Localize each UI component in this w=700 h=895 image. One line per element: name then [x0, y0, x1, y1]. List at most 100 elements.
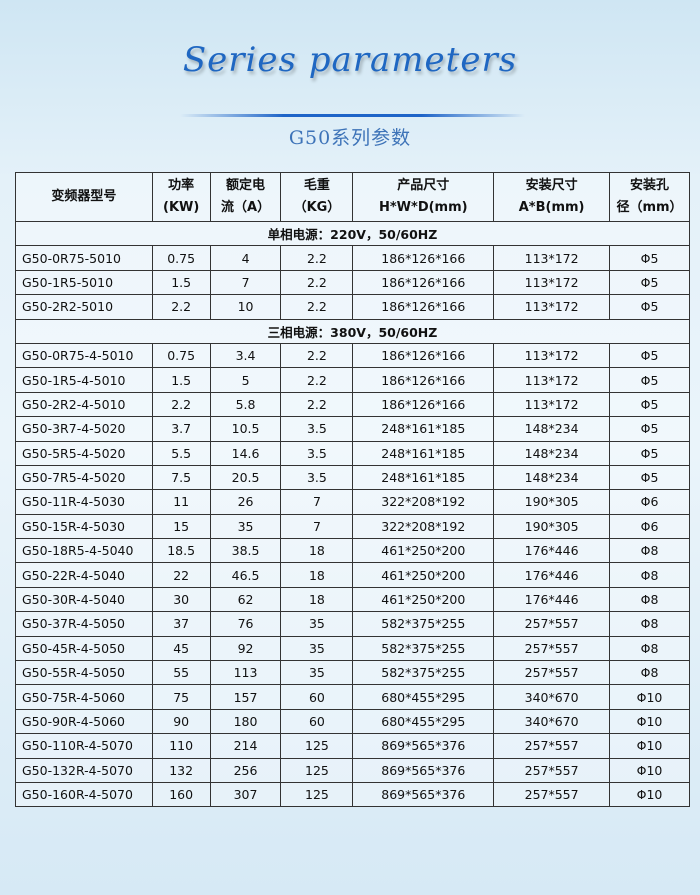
table-cell: 3.4: [209, 342, 282, 369]
section-title: 单相电源：220V，50/60HZ: [15, 220, 690, 247]
table-row: G50-5R5-4-5020 5.5 14.6 3.5 248*161*185 148*2…: [15, 440, 690, 466]
table-cell: G50-132R-4-5070: [15, 757, 153, 783]
table-cell: 35: [280, 635, 354, 662]
table-cell: 248*161*185: [352, 416, 495, 442]
table-cell: 76: [209, 611, 282, 637]
table-cell: G50-160R-4-5070: [15, 781, 153, 808]
table-cell: 2.2: [280, 245, 354, 271]
table-cell: 257*557: [493, 781, 611, 808]
column-header: 额定电 流（A）: [209, 172, 282, 222]
table-cell: 90: [151, 708, 211, 735]
table-cell: 680*455*295: [352, 684, 495, 710]
table-cell: Φ10: [609, 733, 690, 759]
table-cell: 132: [151, 757, 211, 783]
table-cell: G50-5R5-4-5020: [15, 440, 153, 466]
table-cell: 125: [280, 757, 354, 783]
table-row: G50-75R-4-5060 75 157 60 680*455*295 340*670 Φ…: [15, 684, 690, 710]
table-cell: 322*208*192: [352, 513, 495, 540]
table-cell: 3.7: [151, 416, 211, 442]
table-cell: 2.2: [151, 294, 211, 320]
table-cell: 20.5: [209, 464, 282, 491]
table-cell: G50-1R5-4-5010: [15, 367, 153, 393]
series-parameters-title: Series parameters: [182, 40, 518, 80]
table-cell: 869*565*376: [352, 757, 495, 783]
table-cell: 186*126*166: [352, 367, 495, 393]
table-header-row: 变频器型号 功率 (KW) 额定电 流（A） 毛重 （KG） 产品尺寸 H*W*D(mm) 安装尺…: [15, 172, 690, 222]
column-header: 安装孔 径（mm）: [609, 172, 690, 222]
table-cell: 157: [209, 684, 282, 710]
table-cell: 680*455*295: [352, 708, 495, 735]
table-cell: G50-15R-4-5030: [15, 513, 153, 540]
table-cell: 7: [209, 269, 282, 296]
section-title: 三相电源：380V，50/60HZ: [15, 318, 690, 344]
column-header: 功率 (KW): [151, 172, 211, 222]
table-cell: 2.2: [280, 367, 354, 393]
table-cell: 3.5: [280, 440, 354, 466]
table-cell: G50-1R5-5010: [15, 269, 153, 296]
table-row: G50-30R-4-5040 30 62 18 461*250*200 176*446 Φ8: [15, 586, 690, 613]
table-cell: 1.5: [151, 269, 211, 296]
table-cell: Φ5: [609, 440, 690, 466]
column-header-text: H*W*D(mm): [379, 200, 468, 215]
column-header: 产品尺寸 H*W*D(mm): [352, 172, 495, 222]
table-cell: 35: [280, 611, 354, 637]
table-cell: Φ6: [609, 489, 690, 515]
table-cell: 582*375*255: [352, 635, 495, 662]
table-cell: 186*126*166: [352, 294, 495, 320]
table-cell: Φ5: [609, 245, 690, 271]
table-row: G50-37R-4-5050 37 76 35 582*375*255 257*557 Φ8: [15, 611, 690, 637]
column-header-text: 安装尺寸: [525, 178, 578, 193]
table-cell: 190*305: [493, 489, 611, 515]
table-cell: 38.5: [209, 538, 282, 564]
table-cell: Φ10: [609, 781, 690, 808]
column-header-text: (KW): [163, 200, 200, 215]
table-row: G50-0R75-5010 0.75 4 2.2 186*126*166 113*172 Φ…: [15, 245, 690, 271]
table-cell: 110: [151, 733, 211, 759]
table-cell: Φ8: [609, 586, 690, 613]
table-cell: G50-2R2-5010: [15, 294, 153, 320]
table-cell: Φ8: [609, 538, 690, 564]
table-cell: 18: [280, 586, 354, 613]
section-row: 单相电源：220V，50/60HZ: [15, 220, 690, 247]
table-cell: Φ8: [609, 635, 690, 662]
table-cell: 2.2: [280, 391, 354, 418]
table-cell: Φ8: [609, 562, 690, 588]
title-divider: [180, 114, 525, 117]
column-header-text: 功率: [168, 178, 195, 193]
table-cell: Φ8: [609, 660, 690, 686]
column-header-text: 毛重: [303, 178, 330, 193]
column-header-text: （KG）: [293, 200, 341, 215]
table-cell: 0.75: [151, 342, 211, 369]
table-row: G50-110R-4-5070 110 214 125 869*565*376 257*5…: [15, 733, 690, 759]
table-cell: Φ5: [609, 367, 690, 393]
table-cell: 582*375*255: [352, 611, 495, 637]
table-row: G50-18R5-4-5040 18.5 38.5 18 461*250*200 176*…: [15, 538, 690, 564]
table-cell: G50-0R75-5010: [15, 245, 153, 271]
table-cell: Φ5: [609, 342, 690, 369]
table-cell: 256: [209, 757, 282, 783]
table-cell: Φ10: [609, 708, 690, 735]
table-cell: 869*565*376: [352, 781, 495, 808]
table-cell: 35: [280, 660, 354, 686]
table-row: G50-55R-4-5050 55 113 35 582*375*255 257*557 Φ…: [15, 660, 690, 686]
column-header-text: 产品尺寸: [397, 178, 450, 193]
table-cell: 148*234: [493, 440, 611, 466]
table-cell: 125: [280, 781, 354, 808]
table-cell: G50-45R-4-5050: [15, 635, 153, 662]
table-cell: G50-75R-4-5060: [15, 684, 153, 710]
table-cell: 176*446: [493, 562, 611, 588]
table-cell: 26: [209, 489, 282, 515]
table-cell: 461*250*200: [352, 538, 495, 564]
table-cell: 186*126*166: [352, 245, 495, 271]
table-cell: 869*565*376: [352, 733, 495, 759]
table-cell: 2.2: [280, 294, 354, 320]
table-row: G50-7R5-4-5020 7.5 20.5 3.5 248*161*185 148*2…: [15, 464, 690, 491]
table-cell: 2.2: [280, 269, 354, 296]
table-cell: 62: [209, 586, 282, 613]
table-cell: 214: [209, 733, 282, 759]
table-cell: 11: [151, 489, 211, 515]
parameters-table: 变频器型号 功率 (KW) 额定电 流（A） 毛重 （KG） 产品尺寸 H*W*D(mm) 安装尺…: [15, 172, 690, 808]
table-cell: 18: [280, 538, 354, 564]
table-cell: 2.2: [280, 342, 354, 369]
table-cell: G50-11R-4-5030: [15, 489, 153, 515]
